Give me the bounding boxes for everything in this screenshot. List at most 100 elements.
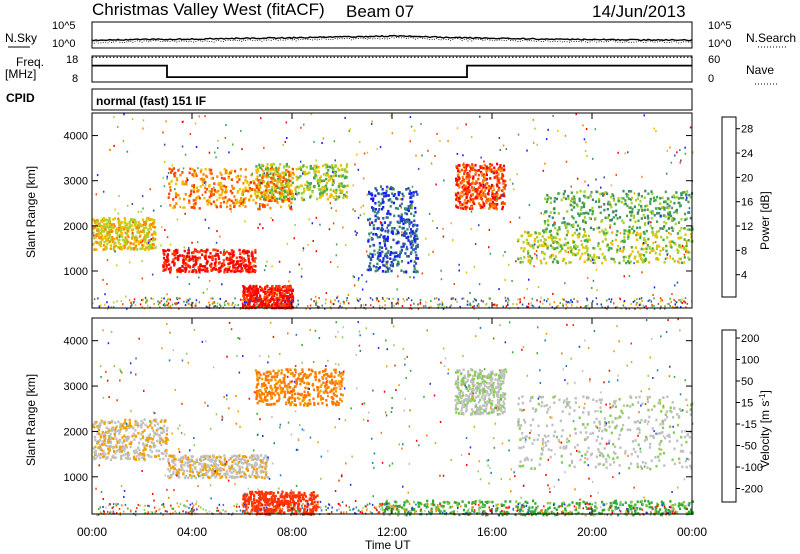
data-cell xyxy=(571,204,574,208)
data-cell xyxy=(473,202,476,205)
data-cell xyxy=(455,198,458,201)
data-cell xyxy=(503,186,506,189)
data-cell xyxy=(649,202,652,206)
data-cell xyxy=(106,226,109,229)
data-cell xyxy=(632,231,635,235)
data-cell xyxy=(140,230,143,233)
data-cell xyxy=(409,116,412,119)
data-cell xyxy=(462,178,465,181)
data-cell xyxy=(555,236,558,240)
data-cell xyxy=(214,457,217,460)
data-cell xyxy=(102,244,105,247)
data-cell xyxy=(368,221,371,224)
data-cell xyxy=(134,218,137,222)
data-cell xyxy=(225,250,229,254)
data-cell xyxy=(472,187,475,191)
data-cell xyxy=(493,205,496,208)
data-cell xyxy=(650,300,653,303)
data-cell xyxy=(493,176,496,179)
data-cell xyxy=(160,427,163,430)
data-cell xyxy=(148,454,151,458)
data-cell xyxy=(127,435,131,439)
data-cell xyxy=(374,269,377,273)
data-cell xyxy=(178,267,181,270)
data-cell xyxy=(406,228,409,231)
data-cell xyxy=(679,149,681,152)
data-cell xyxy=(644,204,647,208)
data-cell xyxy=(245,299,248,302)
data-cell xyxy=(248,298,251,302)
data-cell xyxy=(152,225,155,229)
data-cell xyxy=(578,232,581,236)
data-cell xyxy=(523,247,526,250)
data-cell xyxy=(625,307,627,310)
data-cell xyxy=(484,193,487,196)
data-cell xyxy=(226,199,229,203)
data-cell xyxy=(582,246,585,249)
data-cell xyxy=(307,305,309,307)
data-cell xyxy=(146,304,149,307)
data-cell xyxy=(665,256,668,260)
data-cell xyxy=(242,470,245,474)
data-cell xyxy=(178,307,180,310)
data-cell xyxy=(310,298,312,301)
data-cell xyxy=(608,201,611,204)
data-cell xyxy=(187,456,190,459)
data-cell xyxy=(254,265,257,268)
data-cell xyxy=(142,119,145,122)
data-cell xyxy=(386,239,389,243)
data-cell xyxy=(280,288,283,291)
data-cell xyxy=(585,238,588,242)
data-cell xyxy=(651,227,654,230)
data-cell xyxy=(595,190,598,193)
data-cell xyxy=(579,208,582,212)
data-cell xyxy=(462,297,465,300)
data-cell xyxy=(504,251,506,253)
data-cell xyxy=(230,169,233,173)
data-cell xyxy=(266,301,269,304)
data-cell xyxy=(491,200,494,204)
data-cell xyxy=(315,302,317,305)
data-cell xyxy=(483,160,485,163)
data-cell xyxy=(637,208,640,212)
data-cell xyxy=(606,307,608,310)
data-cell xyxy=(546,219,549,223)
data-cell xyxy=(244,304,247,307)
data-cell xyxy=(365,303,367,306)
data-cell xyxy=(141,260,143,263)
data-cell xyxy=(458,263,460,266)
data-cell xyxy=(638,297,641,300)
data-cell xyxy=(585,305,587,308)
data-cell xyxy=(217,189,220,193)
noise-right-tick-top: 10^5 xyxy=(708,20,732,32)
data-cell xyxy=(675,301,678,304)
data-cell xyxy=(382,298,384,301)
data-cell xyxy=(252,179,255,183)
data-cell xyxy=(571,251,574,255)
data-cell xyxy=(232,467,235,470)
data-cell xyxy=(428,212,431,215)
data-cell xyxy=(173,263,176,267)
data-cell xyxy=(468,303,471,306)
data-cell xyxy=(641,175,643,178)
data-cell xyxy=(565,242,568,245)
data-cell xyxy=(259,179,262,182)
data-cell xyxy=(677,236,680,240)
data-cell xyxy=(640,206,643,210)
data-cell xyxy=(462,154,464,157)
data-cell xyxy=(195,299,198,302)
data-cell xyxy=(402,245,405,248)
data-cell xyxy=(520,234,523,238)
data-cell xyxy=(223,268,226,272)
data-cell xyxy=(639,303,642,306)
data-cell xyxy=(397,231,400,234)
data-cell xyxy=(271,290,275,293)
data-cell xyxy=(387,231,390,234)
data-cell xyxy=(276,293,279,296)
data-cell xyxy=(165,432,168,436)
data-cell xyxy=(247,257,250,260)
data-cell xyxy=(145,301,147,304)
data-cell xyxy=(649,200,652,204)
data-cell xyxy=(163,268,166,272)
